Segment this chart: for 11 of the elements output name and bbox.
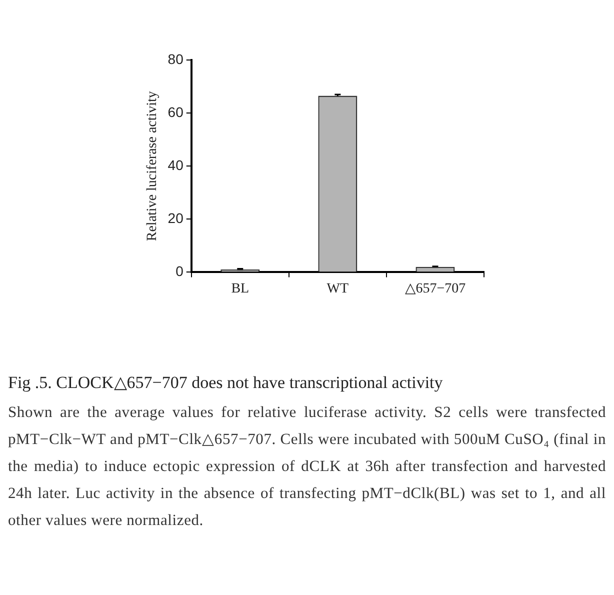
y-axis-title: Relative luciferase activity: [145, 91, 160, 242]
x-tick-label: △657−707: [404, 281, 466, 296]
text: Fig .5. CLOCK△657−707 does not have transcriptional activity: [8, 372, 444, 393]
y-tick-label: 80: [168, 50, 184, 67]
x-tick-label: BL: [231, 281, 250, 296]
y-tick-label: 60: [168, 104, 184, 120]
text: Shown are the average values for relative luciferase activity. S2 cells were transfected pMT−Clk−WT and pMT−Clk△657−707. Cells were incubated with 500uM CuSO₄ (final in the media) to induce ectopic expression of dCLK at 36h after transfection and harvested 24h later. Luc activity in the absence of transfecting pMT−dClk(BL) was set to 1, and all other values were normalized.: [8, 403, 606, 531]
y-tick-label: 40: [168, 156, 184, 173]
y-tick-label: 20: [168, 210, 184, 226]
x-tick-label: WT: [326, 281, 350, 296]
y-tick-label: 0: [176, 263, 184, 280]
